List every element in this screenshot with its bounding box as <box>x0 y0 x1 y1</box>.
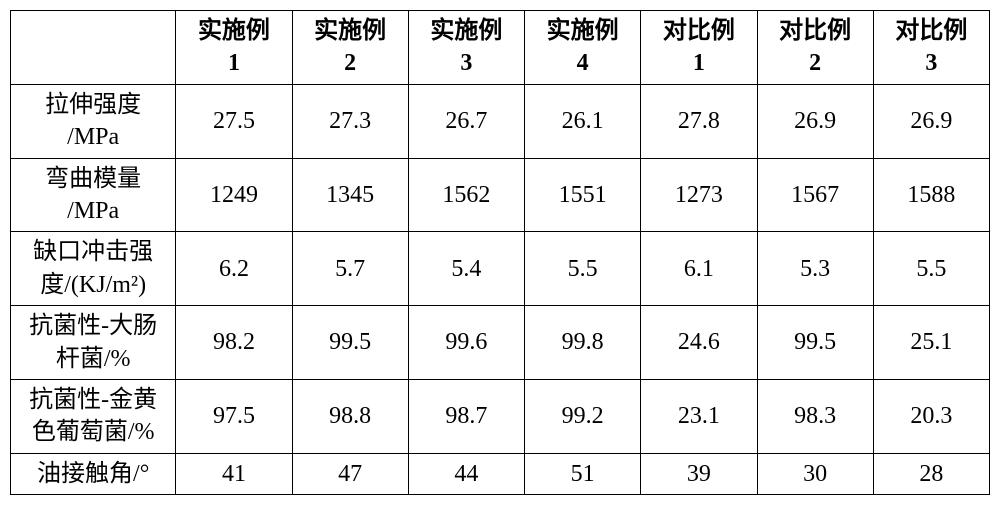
row-label-line1: 拉伸强度 <box>45 92 141 118</box>
row-label-line1: 抗菌性-金黄 <box>29 387 157 413</box>
col-header: 对比例 1 <box>641 11 757 85</box>
row-label-line1: 弯曲模量 <box>45 166 141 192</box>
cell: 99.2 <box>525 379 641 453</box>
col-header: 对比例 2 <box>757 11 873 85</box>
cell: 23.1 <box>641 379 757 453</box>
col-header-line1: 对比例 <box>663 18 735 44</box>
cell: 28 <box>873 453 989 494</box>
cell: 99.6 <box>408 306 524 380</box>
row-label-line2: 度/(KJ/m²) <box>40 272 146 298</box>
cell: 47 <box>292 453 408 494</box>
cell: 5.5 <box>525 232 641 306</box>
cell: 24.6 <box>641 306 757 380</box>
cell: 30 <box>757 453 873 494</box>
cell: 20.3 <box>873 379 989 453</box>
table-row: 抗菌性-金黄色葡萄菌/%97.598.898.799.223.198.320.3 <box>11 379 990 453</box>
col-header-line1: 实施例 <box>547 18 619 44</box>
row-label-line1: 抗菌性-大肠 <box>29 313 157 339</box>
row-label-line2: 杆菌/% <box>56 346 131 372</box>
cell: 1562 <box>408 158 524 232</box>
table-row: 缺口冲击强度/(KJ/m²)6.25.75.45.56.15.35.5 <box>11 232 990 306</box>
cell: 6.2 <box>176 232 292 306</box>
cell: 51 <box>525 453 641 494</box>
row-label-line2: /MPa <box>67 124 119 150</box>
material-properties-table: 实施例 1 实施例 2 实施例 3 实施例 4 对比例 1 对比例 2 <box>10 10 990 495</box>
table-body: 拉伸强度/MPa27.527.326.726.127.826.926.9弯曲模量… <box>11 84 990 494</box>
col-header-line1: 实施例 <box>198 18 270 44</box>
col-header-line2: 1 <box>228 50 240 76</box>
cell: 5.5 <box>873 232 989 306</box>
cell: 26.7 <box>408 84 524 158</box>
cell: 1249 <box>176 158 292 232</box>
table-row: 拉伸强度/MPa27.527.326.726.127.826.926.9 <box>11 84 990 158</box>
col-header-line2: 4 <box>577 50 589 76</box>
col-header: 实施例 4 <box>525 11 641 85</box>
cell: 5.3 <box>757 232 873 306</box>
cell: 41 <box>176 453 292 494</box>
cell: 98.3 <box>757 379 873 453</box>
table-row: 油接触角/°41474451393028 <box>11 453 990 494</box>
col-header-line1: 对比例 <box>779 18 851 44</box>
cell: 5.7 <box>292 232 408 306</box>
cell: 98.7 <box>408 379 524 453</box>
col-header-line1: 对比例 <box>895 18 967 44</box>
row-label-line2: /MPa <box>67 198 119 224</box>
row-label: 拉伸强度/MPa <box>11 84 176 158</box>
cell: 1345 <box>292 158 408 232</box>
cell: 1273 <box>641 158 757 232</box>
cell: 26.9 <box>873 84 989 158</box>
cell: 1588 <box>873 158 989 232</box>
cell: 27.3 <box>292 84 408 158</box>
row-label-line2: 色葡萄菌/% <box>32 419 155 445</box>
row-label: 缺口冲击强度/(KJ/m²) <box>11 232 176 306</box>
cell: 98.2 <box>176 306 292 380</box>
header-blank <box>11 11 176 85</box>
cell: 97.5 <box>176 379 292 453</box>
row-label-line1: 缺口冲击强 <box>33 239 153 265</box>
row-label: 抗菌性-金黄色葡萄菌/% <box>11 379 176 453</box>
col-header: 对比例 3 <box>873 11 989 85</box>
col-header-line1: 实施例 <box>314 18 386 44</box>
cell: 6.1 <box>641 232 757 306</box>
cell: 99.5 <box>757 306 873 380</box>
col-header: 实施例 2 <box>292 11 408 85</box>
table-row: 抗菌性-大肠杆菌/%98.299.599.699.824.699.525.1 <box>11 306 990 380</box>
cell: 1567 <box>757 158 873 232</box>
cell: 27.5 <box>176 84 292 158</box>
col-header-line2: 1 <box>693 50 705 76</box>
col-header-line2: 3 <box>925 50 937 76</box>
cell: 5.4 <box>408 232 524 306</box>
cell: 39 <box>641 453 757 494</box>
col-header: 实施例 3 <box>408 11 524 85</box>
row-label: 油接触角/° <box>11 453 176 494</box>
cell: 27.8 <box>641 84 757 158</box>
row-label: 抗菌性-大肠杆菌/% <box>11 306 176 380</box>
col-header-line1: 实施例 <box>430 18 502 44</box>
cell: 44 <box>408 453 524 494</box>
cell: 1551 <box>525 158 641 232</box>
cell: 26.9 <box>757 84 873 158</box>
cell: 26.1 <box>525 84 641 158</box>
table-row: 弯曲模量/MPa1249134515621551127315671588 <box>11 158 990 232</box>
cell: 98.8 <box>292 379 408 453</box>
cell: 25.1 <box>873 306 989 380</box>
col-header-line2: 2 <box>344 50 356 76</box>
cell: 99.8 <box>525 306 641 380</box>
col-header-line2: 2 <box>809 50 821 76</box>
cell: 99.5 <box>292 306 408 380</box>
row-label: 弯曲模量/MPa <box>11 158 176 232</box>
col-header-line2: 3 <box>460 50 472 76</box>
header-row: 实施例 1 实施例 2 实施例 3 实施例 4 对比例 1 对比例 2 <box>11 11 990 85</box>
col-header: 实施例 1 <box>176 11 292 85</box>
